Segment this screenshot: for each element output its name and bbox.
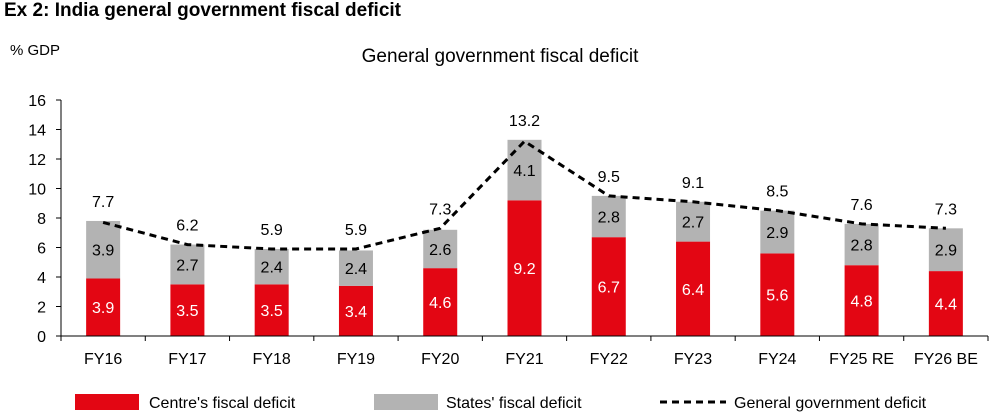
x-tick-label: FY17: [168, 351, 206, 368]
x-tick-label: FY26 BE: [914, 351, 978, 368]
bar-centre: [844, 265, 879, 336]
x-tick-label: FY20: [421, 351, 459, 368]
data-label-centre: 6.7: [598, 280, 620, 297]
y-axis-label: % GDP: [10, 42, 60, 59]
y-tick-label: 8: [37, 211, 46, 228]
bars: 3.9 3.9 3.5 2.7 3.5 2.4 3.4 2.4 4.6 2.6 9.2 4.1 6.7 2…: [86, 139, 963, 336]
data-label-states: 2.8: [598, 210, 620, 227]
data-label-centre: 3.4: [345, 304, 367, 321]
bar-states: [254, 248, 289, 285]
data-label-centre: 9.2: [513, 261, 535, 278]
bar-centre: [170, 284, 205, 336]
data-label-states: 2.4: [345, 261, 367, 278]
data-label-states: 4.1: [513, 163, 535, 180]
y-axis: 0 2 4 6 8 10 12 14 16: [28, 93, 62, 346]
data-label-centre: 3.5: [176, 303, 198, 320]
y-tick-label: 6: [37, 241, 46, 258]
bar-states: [844, 223, 879, 266]
bar-centre: [507, 200, 542, 336]
data-label-states: 2.4: [261, 260, 283, 277]
data-label-states: 2.7: [682, 215, 704, 232]
data-label-centre: 6.4: [682, 282, 704, 299]
bar-centre: [254, 284, 289, 336]
bar-states: [760, 210, 795, 254]
y-tick-label: 14: [28, 123, 46, 140]
data-label-total: 9.1: [682, 175, 704, 192]
data-label-states: 3.9: [92, 243, 114, 260]
x-tick-label: FY22: [590, 351, 628, 368]
bar-states: [507, 139, 542, 201]
data-label-total: 8.5: [766, 184, 788, 201]
y-tick-label: 10: [28, 182, 46, 199]
legend: Centre's fiscal deficit States' fiscal de…: [75, 394, 927, 412]
data-label-centre: 3.5: [261, 303, 283, 320]
legend-label-total: General government deficit: [734, 395, 927, 412]
data-label-centre: 3.9: [92, 300, 114, 317]
bar-centre: [676, 241, 711, 336]
x-tick-label: FY25 RE: [829, 351, 894, 368]
bar-centre: [338, 285, 373, 336]
x-axis: FY16 FY17 FY18 FY19 FY20 FY21 FY22 FY23 FY24 FY25…: [60, 335, 989, 368]
x-tick-label: FY21: [505, 351, 543, 368]
y-tick-label: 0: [37, 329, 46, 346]
bar-states: [170, 244, 205, 285]
legend-label-centre: Centre's fiscal deficit: [149, 395, 296, 412]
data-label-states: 2.8: [850, 238, 872, 255]
data-label-states: 2.9: [935, 243, 957, 260]
bar-states: [591, 195, 626, 238]
x-tick-label: FY16: [84, 351, 122, 368]
total-deficit-line: [102, 139, 946, 251]
bar-states: [86, 220, 121, 279]
data-label-total: 6.2: [176, 218, 198, 235]
bar-states: [423, 229, 458, 269]
data-label-total: 7.3: [429, 201, 451, 218]
data-label-centre: 4.4: [935, 297, 957, 314]
data-label-centre: 4.6: [429, 295, 451, 312]
x-tick-label: FY19: [337, 351, 375, 368]
data-label-states: 2.6: [429, 242, 451, 259]
total-line-layer: 7.7 6.2 5.9 5.9 7.3 13.2 9.5 9.1 8.5 7.6 7.3: [92, 113, 957, 251]
data-label-centre: 4.8: [850, 294, 872, 311]
data-label-total: 5.9: [345, 222, 367, 239]
bar-states: [338, 250, 373, 286]
bar-states: [676, 201, 711, 242]
bar-centre: [423, 268, 458, 336]
bar-centre: [760, 253, 795, 336]
data-label-total: 5.9: [261, 222, 283, 239]
y-tick-label: 2: [37, 300, 46, 317]
exhibit-title: Ex 2: India general government fiscal de…: [4, 0, 402, 21]
x-tick-label: FY18: [253, 351, 291, 368]
x-tick-label: FY24: [758, 351, 796, 368]
data-label-centre: 5.6: [766, 288, 788, 305]
legend-swatch-states: [374, 394, 438, 410]
chart-title: General government fiscal deficit: [362, 46, 639, 67]
legend-label-states: States' fiscal deficit: [446, 395, 582, 412]
bar-centre: [591, 237, 626, 336]
data-label-total: 7.6: [850, 197, 872, 214]
y-tick-label: 4: [37, 270, 46, 287]
bar-centre: [928, 271, 963, 336]
data-label-states: 2.9: [766, 225, 788, 242]
bar-centre: [86, 278, 121, 336]
data-label-total: 7.7: [92, 194, 114, 211]
x-tick-label: FY23: [674, 351, 712, 368]
legend-swatch-centre: [75, 394, 139, 410]
data-label-states: 2.7: [176, 257, 198, 274]
bar-states: [928, 228, 963, 272]
data-label-total: 13.2: [509, 113, 540, 130]
data-label-total: 9.5: [598, 169, 620, 186]
y-tick-label: 12: [28, 152, 46, 169]
y-tick-label: 16: [28, 93, 46, 110]
data-label-total: 7.3: [935, 201, 957, 218]
